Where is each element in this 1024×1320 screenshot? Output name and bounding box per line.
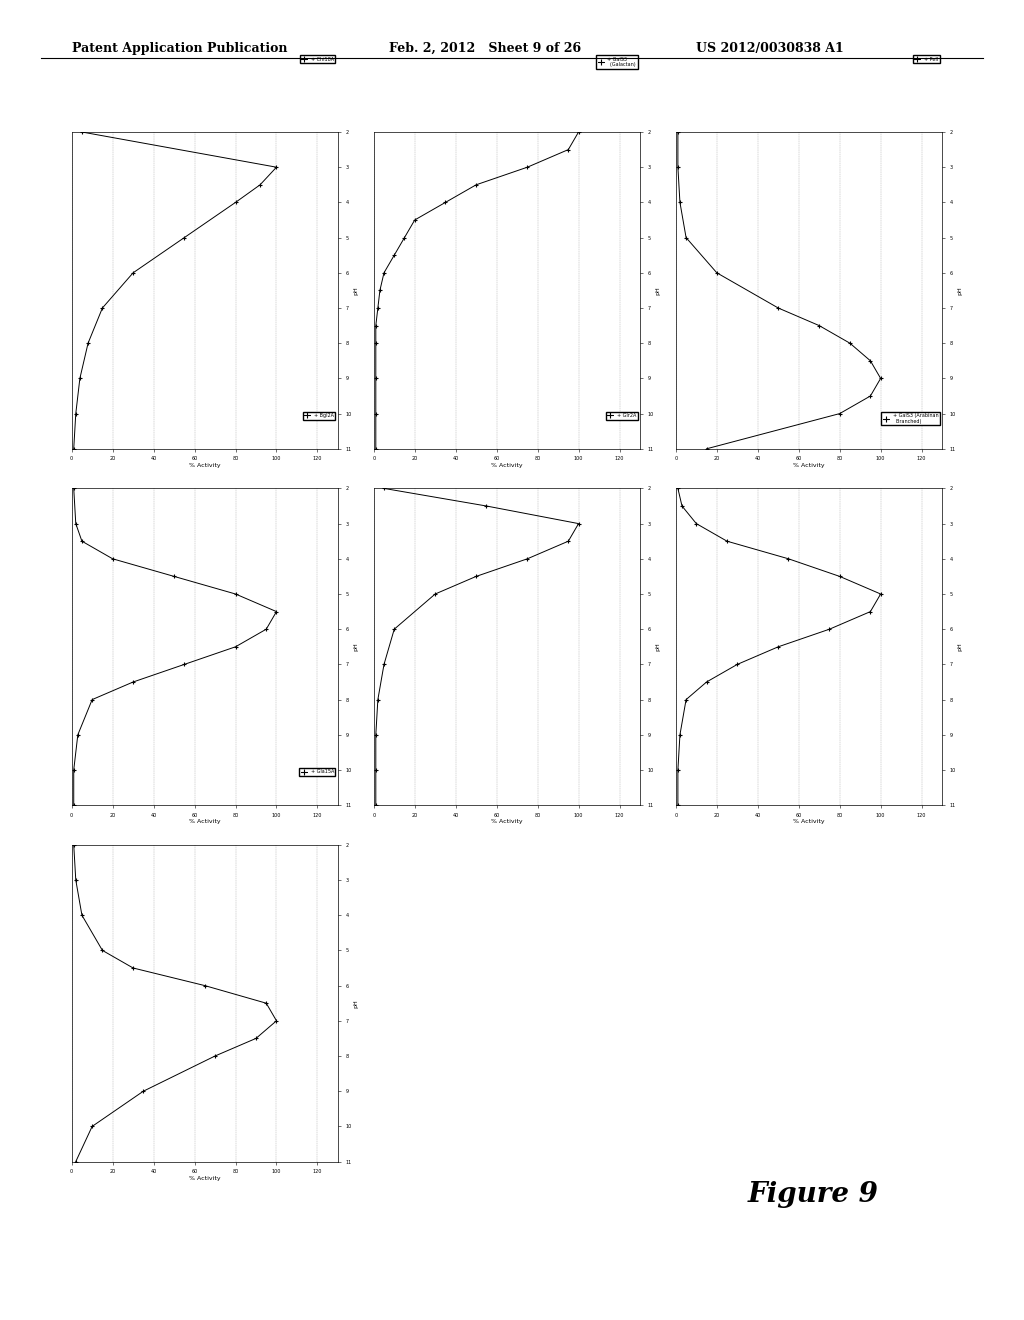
Legend: + Gla15A: + Gla15A bbox=[299, 768, 336, 776]
Text: Figure 9: Figure 9 bbox=[748, 1181, 879, 1208]
Y-axis label: pH: pH bbox=[957, 286, 963, 294]
X-axis label: % Activity: % Activity bbox=[189, 820, 220, 824]
X-axis label: % Activity: % Activity bbox=[794, 463, 824, 467]
Y-axis label: pH: pH bbox=[655, 643, 660, 651]
Y-axis label: pH: pH bbox=[353, 999, 358, 1007]
Text: Feb. 2, 2012   Sheet 9 of 26: Feb. 2, 2012 Sheet 9 of 26 bbox=[389, 42, 582, 55]
Legend: + Bgl2A: + Bgl2A bbox=[303, 412, 336, 420]
Y-axis label: pH: pH bbox=[353, 286, 358, 294]
Y-axis label: pH: pH bbox=[353, 643, 358, 651]
X-axis label: % Activity: % Activity bbox=[492, 820, 522, 824]
Y-axis label: pH: pH bbox=[957, 643, 963, 651]
Text: US 2012/0030838 A1: US 2012/0030838 A1 bbox=[696, 42, 844, 55]
Legend: + Glr2A: + Glr2A bbox=[605, 412, 638, 420]
Legend: + GalS3
  (Galactan): + GalS3 (Galactan) bbox=[596, 55, 638, 69]
X-axis label: % Activity: % Activity bbox=[492, 463, 522, 467]
Legend: + Chi18A: + Chi18A bbox=[300, 55, 336, 63]
X-axis label: % Activity: % Activity bbox=[189, 463, 220, 467]
Y-axis label: pH: pH bbox=[655, 286, 660, 294]
Legend: + GalS3 (Arabinan
  Branched): + GalS3 (Arabinan Branched) bbox=[882, 412, 940, 425]
Legend: + PelI: + PelI bbox=[912, 55, 940, 63]
X-axis label: % Activity: % Activity bbox=[794, 820, 824, 824]
Text: Patent Application Publication: Patent Application Publication bbox=[72, 42, 287, 55]
X-axis label: % Activity: % Activity bbox=[189, 1176, 220, 1180]
